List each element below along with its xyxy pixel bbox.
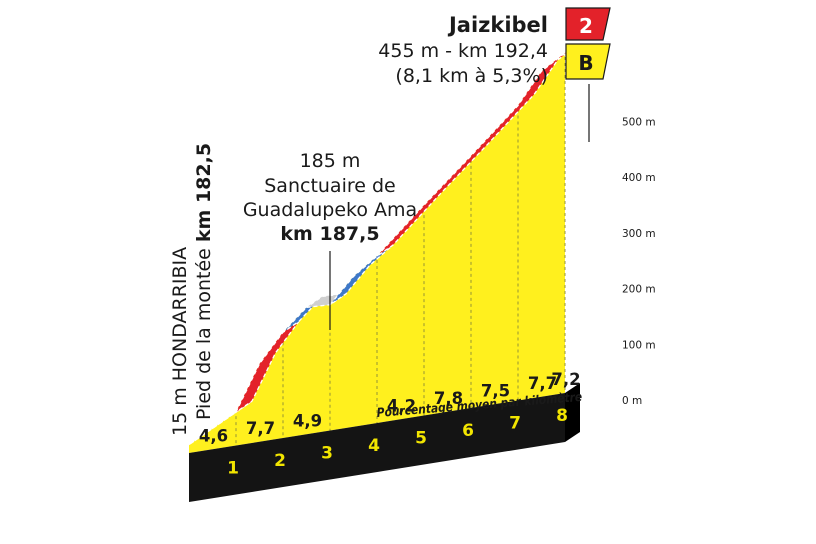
altitude-tick-0: 0 m [622,395,642,407]
altitude-tick-100: 100 m [622,339,656,351]
altitude-tick-200: 200 m [622,284,656,296]
km-base-bar: 1 2 3 4 5 6 7 8 [189,383,580,502]
km-label-3: 3 [321,444,333,464]
km-label-7: 7 [509,414,521,434]
ribbon-segment-6 [376,41,582,257]
km-percentage-7: 7,7 [528,374,557,393]
km-percentage-3: 4,9 [293,411,322,430]
landmark-altitude: 185 m [300,150,361,172]
altitude-tick-300: 300 m [622,228,656,240]
gradient-ribbon [188,41,582,446]
start-climb-foot-km: km 182,5 [193,143,215,242]
category-badge-shape [565,7,611,41]
bonus-badge-label: B [578,51,593,75]
km-label-1: 1 [227,459,239,479]
altitude-tick-400: 400 m [622,172,656,184]
km-percentage-1: 4,6 [199,426,228,445]
start-location: 15 m HONDARRIBIA [169,247,191,436]
km-percentage-4: 4,2 [387,396,416,415]
summit-name: Jaizkibel [447,13,548,37]
base-bar-end [565,383,580,442]
km-label-6: 6 [462,421,474,441]
landmark-name-line1: Sanctuaire de [264,175,395,197]
summit-altitude-km: 455 m - km 192,4 [378,40,548,62]
km-percentage-5: 7,8 [434,389,463,408]
km-label-5: 5 [415,429,427,449]
km-percentages: 4,6 7,7 4,94,2 7,8 7,5 7,77,2 [199,370,581,445]
base-bar-front [189,393,565,502]
altitude-tick-500: 500 m [622,117,656,129]
landmark-name-line2: Guadalupeko Ama [243,199,417,221]
km-percentage-6: 7,5 [481,381,510,400]
category-badge: 2 [565,7,611,41]
km-percentage-2: 7,7 [246,419,275,438]
altitude-axis: 0 m 100 m 200 m 300 m 400 m 500 m [622,117,656,408]
annotations: 185 m Sanctuaire de Guadalupeko Ama km 1… [169,7,611,436]
landmark-km: km 187,5 [280,223,379,245]
km-label-8: 8 [556,406,568,426]
bonus-badge: B [565,43,611,80]
start-climb-foot-label: Pied de la montée [193,242,215,420]
summit-climb-stats: (8,1 km à 5,3%) [395,65,548,87]
category-badge-label: 2 [579,14,593,38]
km-label-4: 4 [368,436,380,456]
start-climb-foot: Pied de la montée km 182,5 [193,143,215,420]
km-label-2: 2 [274,451,286,471]
km-percentage-8: 7,2 [551,370,580,389]
bonus-badge-shape [565,43,611,80]
